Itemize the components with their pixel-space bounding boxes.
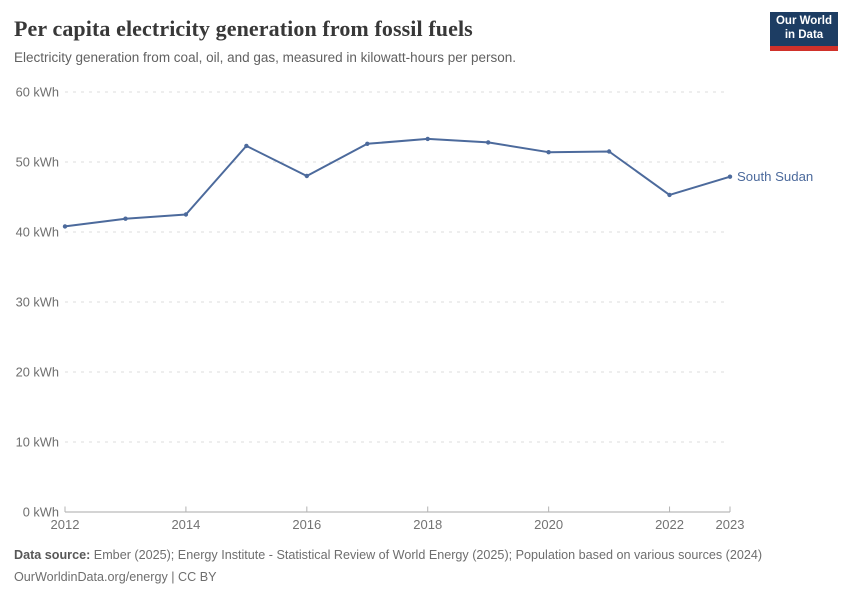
data-source-line: Data source: Ember (2025); Energy Instit… (14, 544, 836, 566)
owid-logo[interactable]: Our World in Data (770, 12, 838, 51)
x-axis-tick-label: 2014 (171, 517, 200, 532)
y-axis-tick-label: 30 kWh (16, 295, 59, 310)
x-axis-tick-label: 2018 (413, 517, 442, 532)
license-line[interactable]: OurWorldinData.org/energy | CC BY (14, 569, 217, 584)
data-point[interactable] (667, 192, 672, 198)
y-axis-tick-label: 20 kWh (16, 365, 59, 380)
data-source-label: Data source: (14, 547, 91, 562)
data-point[interactable] (425, 136, 430, 142)
y-axis-tick-label: 40 kWh (16, 225, 59, 240)
owid-logo-line2: in Data (784, 29, 824, 41)
chart-header: Per capita electricity generation from f… (0, 0, 850, 80)
y-axis-tick-label: 0 kWh (23, 505, 59, 520)
chart-subtitle: Electricity generation from coal, oil, a… (14, 50, 516, 65)
data-point[interactable] (183, 212, 189, 217)
x-axis-tick-label: 2022 (655, 517, 684, 532)
data-point[interactable] (123, 216, 128, 221)
y-axis-tick-label: 60 kWh (16, 85, 59, 100)
data-point[interactable] (304, 173, 309, 179)
data-point[interactable] (546, 150, 551, 155)
data-point[interactable] (365, 141, 370, 146)
x-axis-tick-label: 2016 (292, 517, 321, 532)
series-label-south-sudan[interactable]: South Sudan (737, 169, 813, 184)
y-axis-tick-label: 50 kWh (16, 155, 59, 170)
owid-logo-line1: Our World (775, 15, 832, 28)
data-point[interactable] (244, 143, 249, 149)
y-axis-tick-label: 10 kWh (16, 435, 59, 450)
x-axis-tick-label: 2020 (534, 517, 563, 532)
x-axis-tick-label: 2023 (716, 517, 745, 532)
data-point[interactable] (727, 174, 733, 179)
x-axis-tick-label: 2012 (51, 517, 80, 532)
data-source-text: Ember (2025); Energy Institute - Statist… (90, 547, 763, 562)
page-title: Per capita electricity generation from f… (14, 16, 473, 41)
chart-footer: Data source: Ember (2025); Energy Instit… (14, 544, 836, 588)
data-point[interactable] (606, 149, 612, 154)
data-point[interactable] (62, 224, 68, 229)
series-line-south-sudan[interactable] (64, 137, 731, 228)
data-point[interactable] (486, 140, 491, 145)
